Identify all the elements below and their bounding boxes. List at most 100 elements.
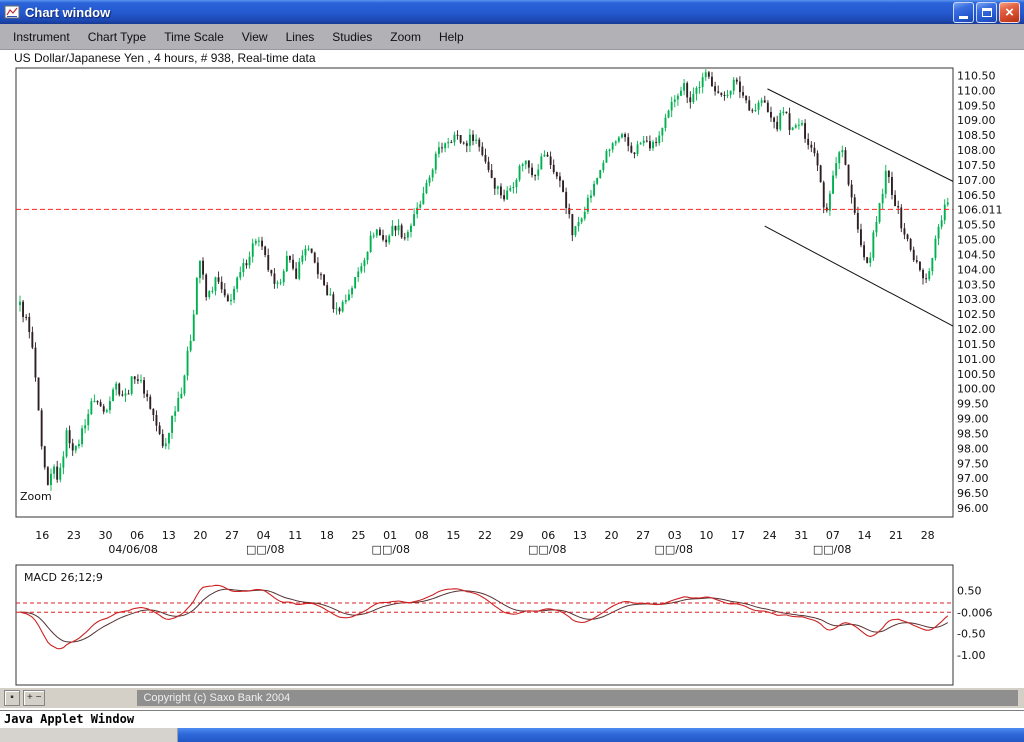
window-title: Chart window	[25, 4, 111, 20]
svg-text:15: 15	[446, 529, 460, 542]
macd-axis-labels: 0.50 -0.50 -1.00 -0.006	[957, 585, 992, 663]
svg-text:97.00: 97.00	[957, 472, 989, 485]
svg-text:101.00: 101.00	[957, 353, 996, 366]
svg-text:□□/08: □□/08	[246, 543, 285, 556]
svg-text:06: 06	[541, 529, 555, 542]
copyright-text: Copyright (c) Saxo Bank 2004	[143, 692, 291, 704]
svg-text:25: 25	[351, 529, 365, 542]
macd-panel[interactable]: MACD 26;12;9	[15, 564, 954, 686]
svg-text:04/06/08: 04/06/08	[108, 543, 157, 556]
svg-text:107.00: 107.00	[957, 174, 996, 187]
svg-text:16: 16	[35, 529, 49, 542]
macd-lines	[19, 584, 949, 650]
svg-text:24: 24	[763, 529, 777, 542]
svg-text:23: 23	[67, 529, 81, 542]
menu-item-view[interactable]: View	[241, 29, 268, 44]
instrument-label: US Dollar/Japanese Yen , 4 hours, # 938,…	[14, 51, 316, 65]
pin-panel-button[interactable]: ▪	[4, 690, 20, 706]
svg-text:96.50: 96.50	[957, 487, 989, 500]
svg-text:102.00: 102.00	[957, 323, 996, 336]
bottom-toolbar: ▪ + − Copyright (c) Saxo Bank 2004	[0, 688, 1024, 708]
svg-text:20: 20	[193, 529, 207, 542]
svg-text:29: 29	[510, 529, 524, 542]
app-icon	[4, 4, 20, 20]
menu-item-instrument[interactable]: Instrument	[13, 29, 70, 44]
minimize-icon	[959, 15, 968, 19]
maximize-icon	[981, 7, 992, 17]
svg-text:110.00: 110.00	[957, 84, 996, 97]
copyright-bar: Copyright (c) Saxo Bank 2004	[137, 690, 1018, 706]
macd-current-value-label: -0.006	[957, 606, 992, 619]
svg-text:10: 10	[699, 529, 713, 542]
svg-text:28: 28	[921, 529, 935, 542]
svg-text:20: 20	[604, 529, 618, 542]
svg-text:99.50: 99.50	[957, 398, 989, 411]
zoom-hint-label: Zoom	[20, 490, 52, 503]
main-price-panel[interactable]: Zoom	[15, 67, 954, 518]
svg-text:17: 17	[731, 529, 745, 542]
svg-text:108.00: 108.00	[957, 144, 996, 157]
menu-item-studies[interactable]: Studies	[332, 29, 373, 44]
svg-text:□□/08: □□/08	[655, 543, 694, 556]
title-bar[interactable]: Chart window ×	[0, 0, 1024, 24]
menu-item-help[interactable]: Help	[438, 29, 464, 44]
svg-text:97.50: 97.50	[957, 457, 989, 470]
taskbar-left-segment	[0, 728, 178, 742]
svg-text:01: 01	[383, 529, 397, 542]
svg-text:106.50: 106.50	[957, 189, 996, 202]
svg-text:□□/08: □□/08	[372, 543, 411, 556]
menu-item-zoom[interactable]: Zoom	[390, 29, 421, 44]
svg-text:100.50: 100.50	[957, 368, 996, 381]
menu-item-lines[interactable]: Lines	[285, 29, 315, 44]
svg-text:103.50: 103.50	[957, 278, 996, 291]
svg-text:104.50: 104.50	[957, 248, 996, 261]
svg-text:04: 04	[257, 529, 271, 542]
menu-item-chart-type[interactable]: Chart Type	[87, 29, 147, 44]
svg-text:21: 21	[889, 529, 903, 542]
svg-text:14: 14	[857, 529, 871, 542]
minimize-button[interactable]	[953, 1, 974, 23]
svg-text:□□/08: □□/08	[813, 543, 852, 556]
close-button[interactable]: ×	[999, 1, 1020, 23]
macd-main-line	[19, 584, 949, 650]
panel-resize-button[interactable]: + −	[23, 690, 46, 706]
svg-text:110.50: 110.50	[957, 69, 996, 82]
svg-text:105.50: 105.50	[957, 219, 996, 232]
svg-text:27: 27	[636, 529, 650, 542]
svg-text:31: 31	[794, 529, 808, 542]
time-axis-labels: 16 23 30 06 13 20 27 04 11 18 25 01 08 15 22 29 06 13 20 27…	[35, 529, 934, 556]
svg-text:105.00: 105.00	[957, 234, 996, 247]
maximize-button[interactable]	[976, 1, 997, 23]
applet-content: US Dollar/Japanese Yen , 4 hours, # 938,…	[0, 50, 1024, 710]
svg-text:27: 27	[225, 529, 239, 542]
menu-item-time-scale[interactable]: Time Scale	[164, 29, 224, 44]
svg-text:22: 22	[478, 529, 492, 542]
macd-title: MACD 26;12;9	[24, 571, 103, 584]
svg-text:-0.50: -0.50	[957, 628, 985, 641]
java-applet-banner: Java Applet Window	[0, 710, 1024, 728]
svg-text:109.50: 109.50	[957, 99, 996, 112]
svg-text:13: 13	[573, 529, 587, 542]
svg-text:06: 06	[130, 529, 144, 542]
svg-text:98.00: 98.00	[957, 442, 989, 455]
svg-text:102.50: 102.50	[957, 308, 996, 321]
svg-text:03: 03	[668, 529, 682, 542]
svg-text:30: 30	[98, 529, 112, 542]
svg-text:18: 18	[320, 529, 334, 542]
current-price-line: 106.011	[16, 203, 1003, 216]
svg-text:104.00: 104.00	[957, 263, 996, 276]
svg-text:13: 13	[162, 529, 176, 542]
svg-text:108.50: 108.50	[957, 129, 996, 142]
java-banner-text: Java Applet Window	[4, 712, 135, 726]
svg-text:-1.00: -1.00	[957, 649, 985, 662]
svg-text:08: 08	[415, 529, 429, 542]
trend-lines[interactable]	[764, 88, 954, 327]
svg-text:100.00: 100.00	[957, 383, 996, 396]
chart-canvas[interactable]: Zoom 110.50 110.00 109.50 109.00 108.50 108.00…	[0, 50, 1024, 688]
svg-text:96.00: 96.00	[957, 502, 989, 515]
svg-text:109.00: 109.00	[957, 114, 996, 127]
taskbar[interactable]	[0, 728, 1024, 742]
svg-text:107.50: 107.50	[957, 159, 996, 172]
candles-group	[19, 69, 949, 491]
svg-text:11: 11	[288, 529, 302, 542]
